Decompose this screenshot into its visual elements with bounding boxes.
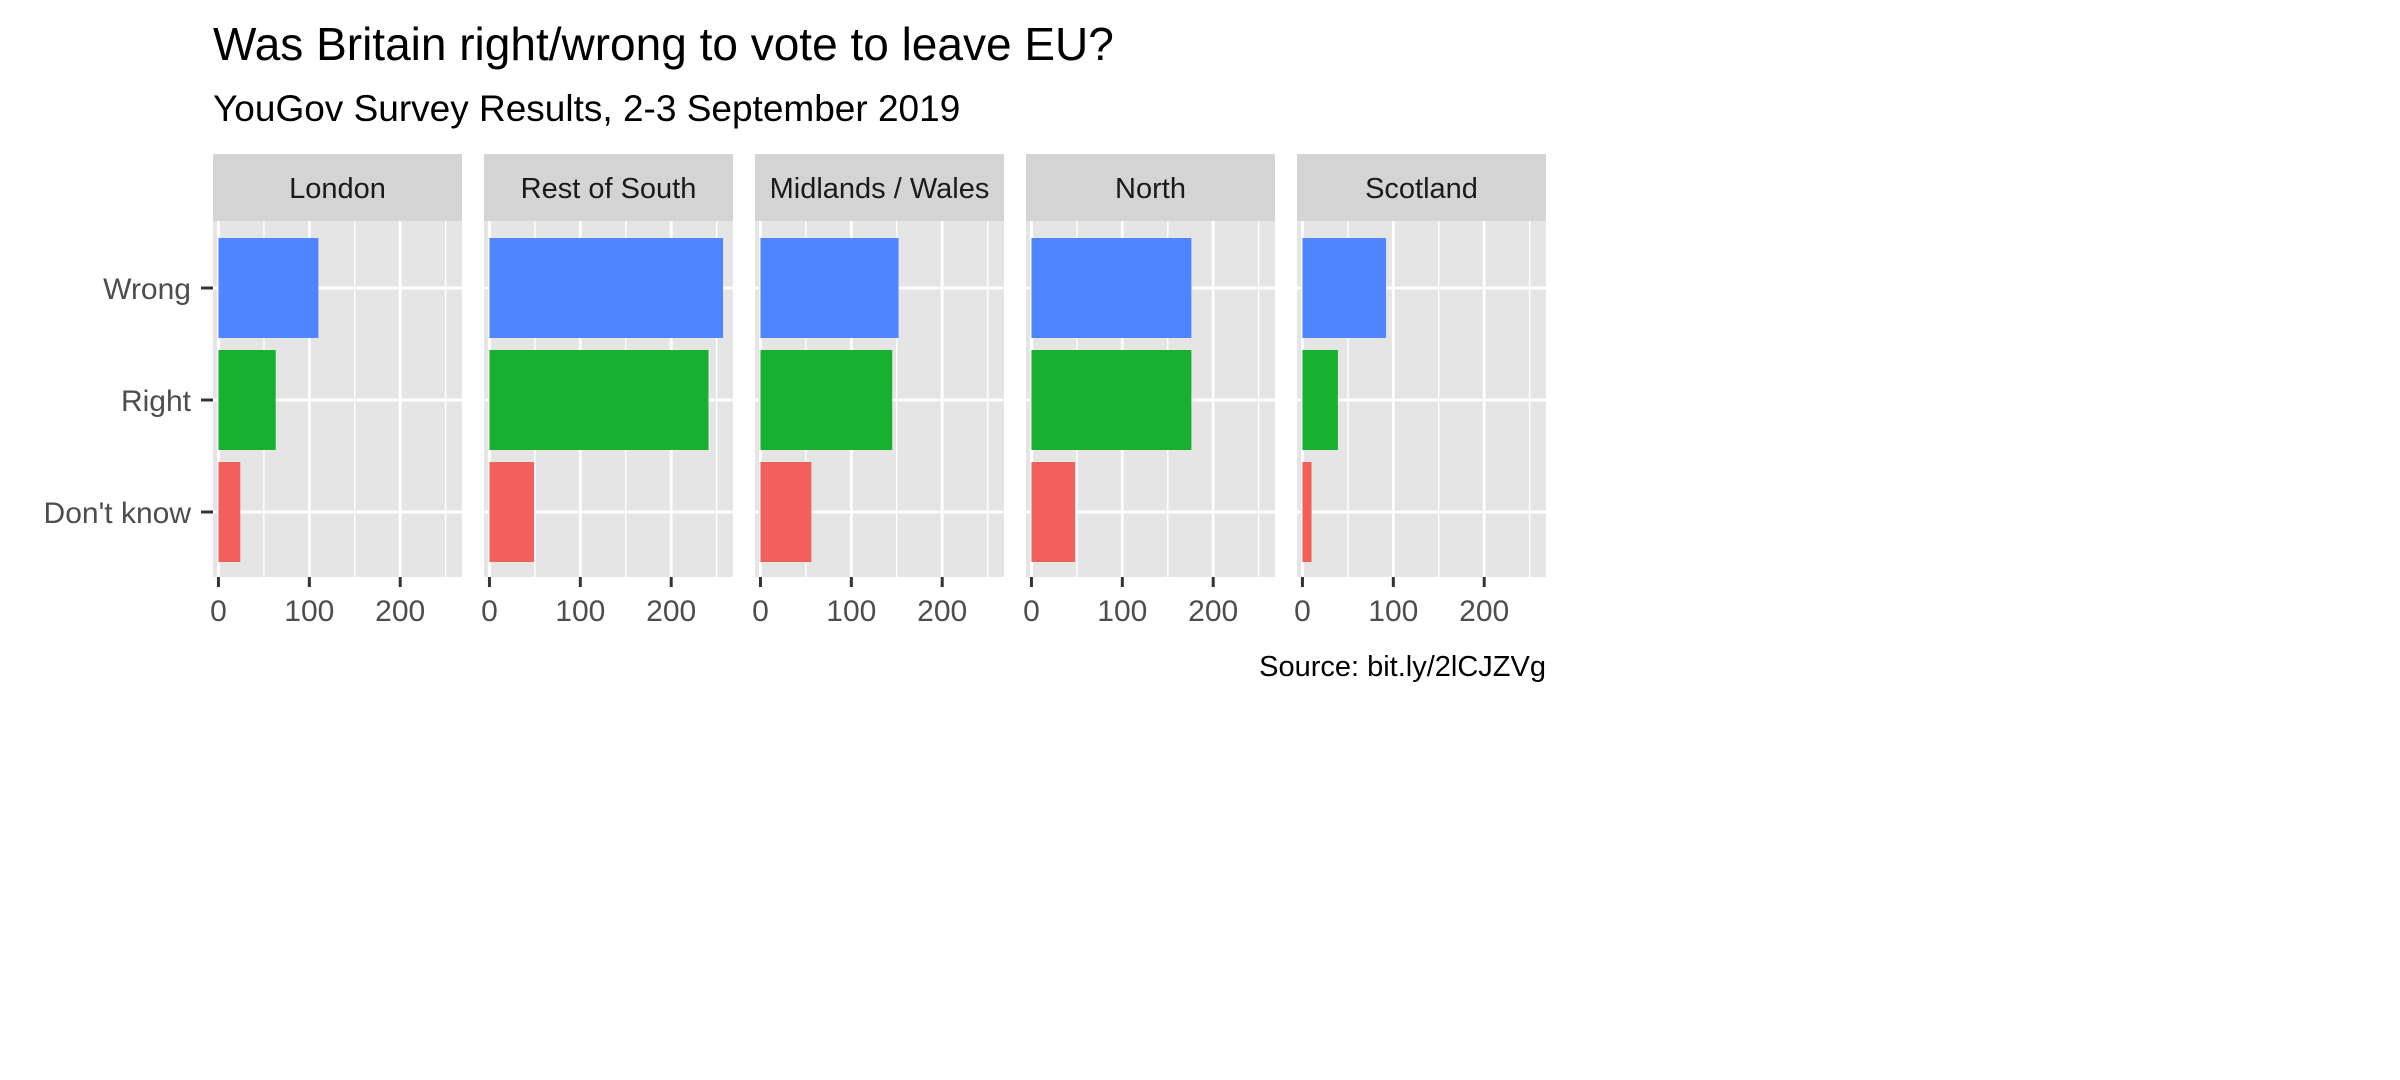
facet-label: Midlands / Wales [770, 173, 990, 205]
x-tick-label: 100 [1368, 595, 1418, 628]
facet-label: Rest of South [521, 173, 697, 205]
chart-title: Was Britain right/wrong to vote to leave… [213, 18, 1114, 70]
x-tick-label: 0 [752, 595, 769, 628]
bar [218, 462, 241, 562]
chart: Was Britain right/wrong to vote to leave… [44, 18, 1546, 683]
facet-label: London [289, 173, 386, 205]
facet-panel: London 0 100 200 [210, 154, 462, 628]
bar [760, 350, 893, 450]
x-tick-label: 100 [284, 595, 334, 628]
facet-panel: Rest of South 0 100 200 [481, 154, 733, 628]
bar [1302, 238, 1387, 338]
bar [1031, 350, 1192, 450]
facet-strip [1026, 154, 1275, 221]
facet-panel: Midlands / Wales 0 100 200 [752, 154, 1004, 628]
x-tick-label: 0 [1294, 595, 1311, 628]
chart-caption: Source: bit.ly/2lCJZVg [1259, 651, 1546, 683]
chart-subtitle: YouGov Survey Results, 2-3 September 201… [213, 88, 960, 129]
bar [1031, 238, 1192, 338]
x-tick-label: 0 [481, 595, 498, 628]
x-tick-label: 200 [1459, 595, 1509, 628]
y-tick-label: Wrong [103, 273, 191, 306]
bar [218, 350, 276, 450]
x-tick-label: 200 [917, 595, 967, 628]
x-tick-label: 200 [646, 595, 696, 628]
bar [760, 462, 812, 562]
bar [489, 238, 724, 338]
facet-strip [1297, 154, 1546, 221]
x-tick-label: 100 [826, 595, 876, 628]
facet-panel: North 0 100 200 [1023, 154, 1275, 628]
facet-panel: Scotland 0 100 200 [1294, 154, 1546, 628]
bar [1031, 462, 1076, 562]
bar [489, 350, 709, 450]
x-tick-label: 0 [210, 595, 227, 628]
y-axis: Wrong Right Don't know [44, 273, 213, 530]
x-tick-label: 200 [1188, 595, 1238, 628]
y-tick-label: Right [121, 385, 192, 418]
bar [1302, 462, 1312, 562]
facet-strip [213, 154, 462, 221]
bar [1302, 350, 1338, 450]
x-tick-label: 0 [1023, 595, 1040, 628]
bar [760, 238, 899, 338]
x-tick-label: 100 [1097, 595, 1147, 628]
facet-label: Scotland [1365, 173, 1478, 205]
facet-strip [755, 154, 1004, 221]
y-tick-label: Don't know [44, 497, 192, 530]
bar [489, 462, 534, 562]
x-tick-label: 100 [555, 595, 605, 628]
facet-strip [484, 154, 733, 221]
bar [218, 238, 319, 338]
facet-label: North [1115, 173, 1186, 205]
x-tick-label: 200 [375, 595, 425, 628]
